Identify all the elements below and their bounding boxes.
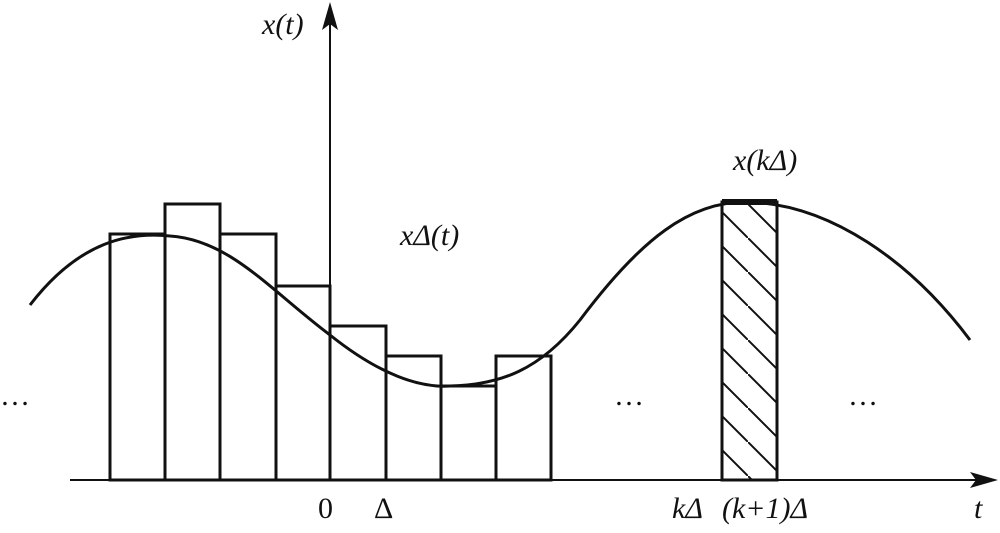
ellipsis: … — [848, 379, 878, 412]
tick-label: kΔ — [672, 492, 703, 525]
y-arrow — [322, 2, 338, 30]
ellipsis: … — [0, 379, 30, 412]
tick-label: 0 — [318, 492, 333, 525]
staircase-label: xΔ(t) — [399, 219, 459, 252]
signal-curve — [28, 200, 972, 388]
y-axis-label: x(t) — [261, 8, 304, 41]
sample-label: x(kΔ) — [732, 144, 797, 177]
tick-label: Δ — [374, 492, 393, 525]
x-axis-label: t — [974, 492, 983, 525]
ellipsis: … — [614, 379, 644, 412]
tick-label: (k+1)Δ — [722, 492, 808, 525]
x-arrow — [970, 472, 998, 488]
sample-bar — [720, 200, 779, 482]
